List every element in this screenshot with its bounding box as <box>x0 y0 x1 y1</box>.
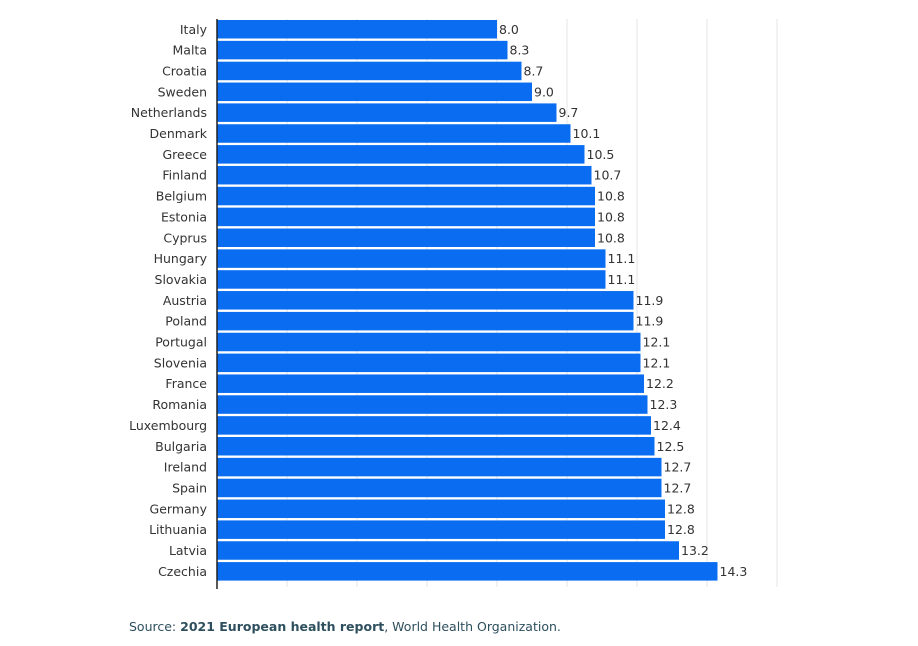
category-label: Romania <box>152 397 207 412</box>
category-label: Luxembourg <box>129 418 207 433</box>
data-label: 12.2 <box>646 376 674 391</box>
category-label: Slovakia <box>155 272 207 287</box>
data-label: 8.7 <box>524 63 544 78</box>
data-label: 10.1 <box>573 126 601 141</box>
data-label: 12.1 <box>643 355 671 370</box>
category-label: Croatia <box>162 63 207 78</box>
data-label: 10.8 <box>597 209 625 224</box>
category-label: Malta <box>173 43 207 58</box>
bar-chart: Italy 8.0 Malta 8.3 Croatia 8.7 Sweden 9.0 Nethe… <box>129 19 778 589</box>
data-label: 8.0 <box>499 22 519 37</box>
bar-lithuania[interactable] <box>217 520 665 539</box>
category-label: Estonia <box>161 209 207 224</box>
data-label: 9.7 <box>559 105 579 120</box>
bar-estonia[interactable] <box>217 207 595 227</box>
data-label: 13.2 <box>681 543 709 558</box>
data-label: 8.3 <box>510 43 530 58</box>
data-label: 12.1 <box>643 335 671 350</box>
data-label: 10.5 <box>587 147 615 162</box>
data-label: 11.9 <box>636 293 664 308</box>
bar-spain[interactable] <box>217 478 662 498</box>
bar-ireland[interactable] <box>217 457 662 477</box>
bar-bulgaria[interactable] <box>217 437 655 456</box>
category-label: Bulgaria <box>155 439 207 454</box>
category-label: Slovenia <box>154 355 207 370</box>
category-label: Spain <box>172 480 207 495</box>
category-label: Greece <box>163 147 208 162</box>
category-label: Cyprus <box>163 230 207 245</box>
data-label: 11.9 <box>636 314 664 329</box>
category-label: Hungary <box>154 251 208 266</box>
bar-latvia[interactable] <box>217 541 679 560</box>
bar-czechia[interactable] <box>217 562 718 581</box>
source-suffix: , World Health Organization. <box>384 619 561 634</box>
data-label: 12.7 <box>664 480 692 495</box>
bar-denmark[interactable] <box>217 124 571 143</box>
data-label: 12.8 <box>667 501 695 516</box>
category-label: Italy <box>180 22 208 37</box>
category-label: Finland <box>162 168 207 183</box>
category-label: France <box>165 376 207 391</box>
labels: Italy 8.0 Malta 8.3 Croatia 8.7 Sweden 9.0 Nethe… <box>129 22 747 579</box>
bar-slovenia[interactable] <box>217 353 641 373</box>
bar-malta[interactable] <box>217 40 508 60</box>
category-label: Netherlands <box>131 105 207 120</box>
category-label: Ireland <box>164 460 207 475</box>
source-prefix: Source: <box>129 619 181 634</box>
data-label: 10.8 <box>597 189 625 204</box>
data-label: 12.4 <box>653 418 681 433</box>
bars <box>217 20 718 581</box>
bar-poland[interactable] <box>217 311 634 331</box>
bar-hungary[interactable] <box>217 249 606 268</box>
source-report-link[interactable]: 2021 European health report <box>180 619 385 634</box>
bar-finland[interactable] <box>217 165 592 185</box>
data-label: 11.1 <box>608 272 636 287</box>
category-label: Austria <box>163 293 207 308</box>
data-label: 10.7 <box>594 168 622 183</box>
bar-netherlands[interactable] <box>217 103 557 122</box>
bar-sweden[interactable] <box>217 82 532 102</box>
bar-portugal[interactable] <box>217 332 641 352</box>
category-label: Denmark <box>150 126 208 141</box>
bar-austria[interactable] <box>217 291 634 310</box>
bar-croatia[interactable] <box>217 61 522 81</box>
bar-germany[interactable] <box>217 499 665 519</box>
data-label: 10.8 <box>597 230 625 245</box>
data-label: 14.3 <box>720 564 748 579</box>
data-label: 12.5 <box>657 439 685 454</box>
bar-luxembourg[interactable] <box>217 416 651 435</box>
data-label: 9.0 <box>534 84 554 99</box>
category-label: Germany <box>150 501 208 516</box>
category-label: Lithuania <box>149 522 207 537</box>
category-label: Belgium <box>156 189 207 204</box>
data-label: 12.7 <box>664 460 692 475</box>
chart-svg: Italy 8.0 Malta 8.3 Croatia 8.7 Sweden 9.0 Nethe… <box>129 19 778 589</box>
bar-greece[interactable] <box>217 145 585 164</box>
bar-romania[interactable] <box>217 395 648 414</box>
bar-france[interactable] <box>217 374 644 393</box>
category-label: Czechia <box>158 564 207 579</box>
category-label: Sweden <box>158 84 207 99</box>
data-label: 12.3 <box>650 397 678 412</box>
bar-belgium[interactable] <box>217 186 595 206</box>
source-note: Source: 2021 European health report, Wor… <box>129 619 561 634</box>
category-label: Portugal <box>155 335 207 350</box>
bar-italy[interactable] <box>217 20 497 39</box>
category-label: Latvia <box>169 543 207 558</box>
data-label: 12.8 <box>667 522 695 537</box>
data-label: 11.1 <box>608 251 636 266</box>
bar-cyprus[interactable] <box>217 228 595 248</box>
category-label: Poland <box>165 314 207 329</box>
bar-slovakia[interactable] <box>217 270 606 289</box>
